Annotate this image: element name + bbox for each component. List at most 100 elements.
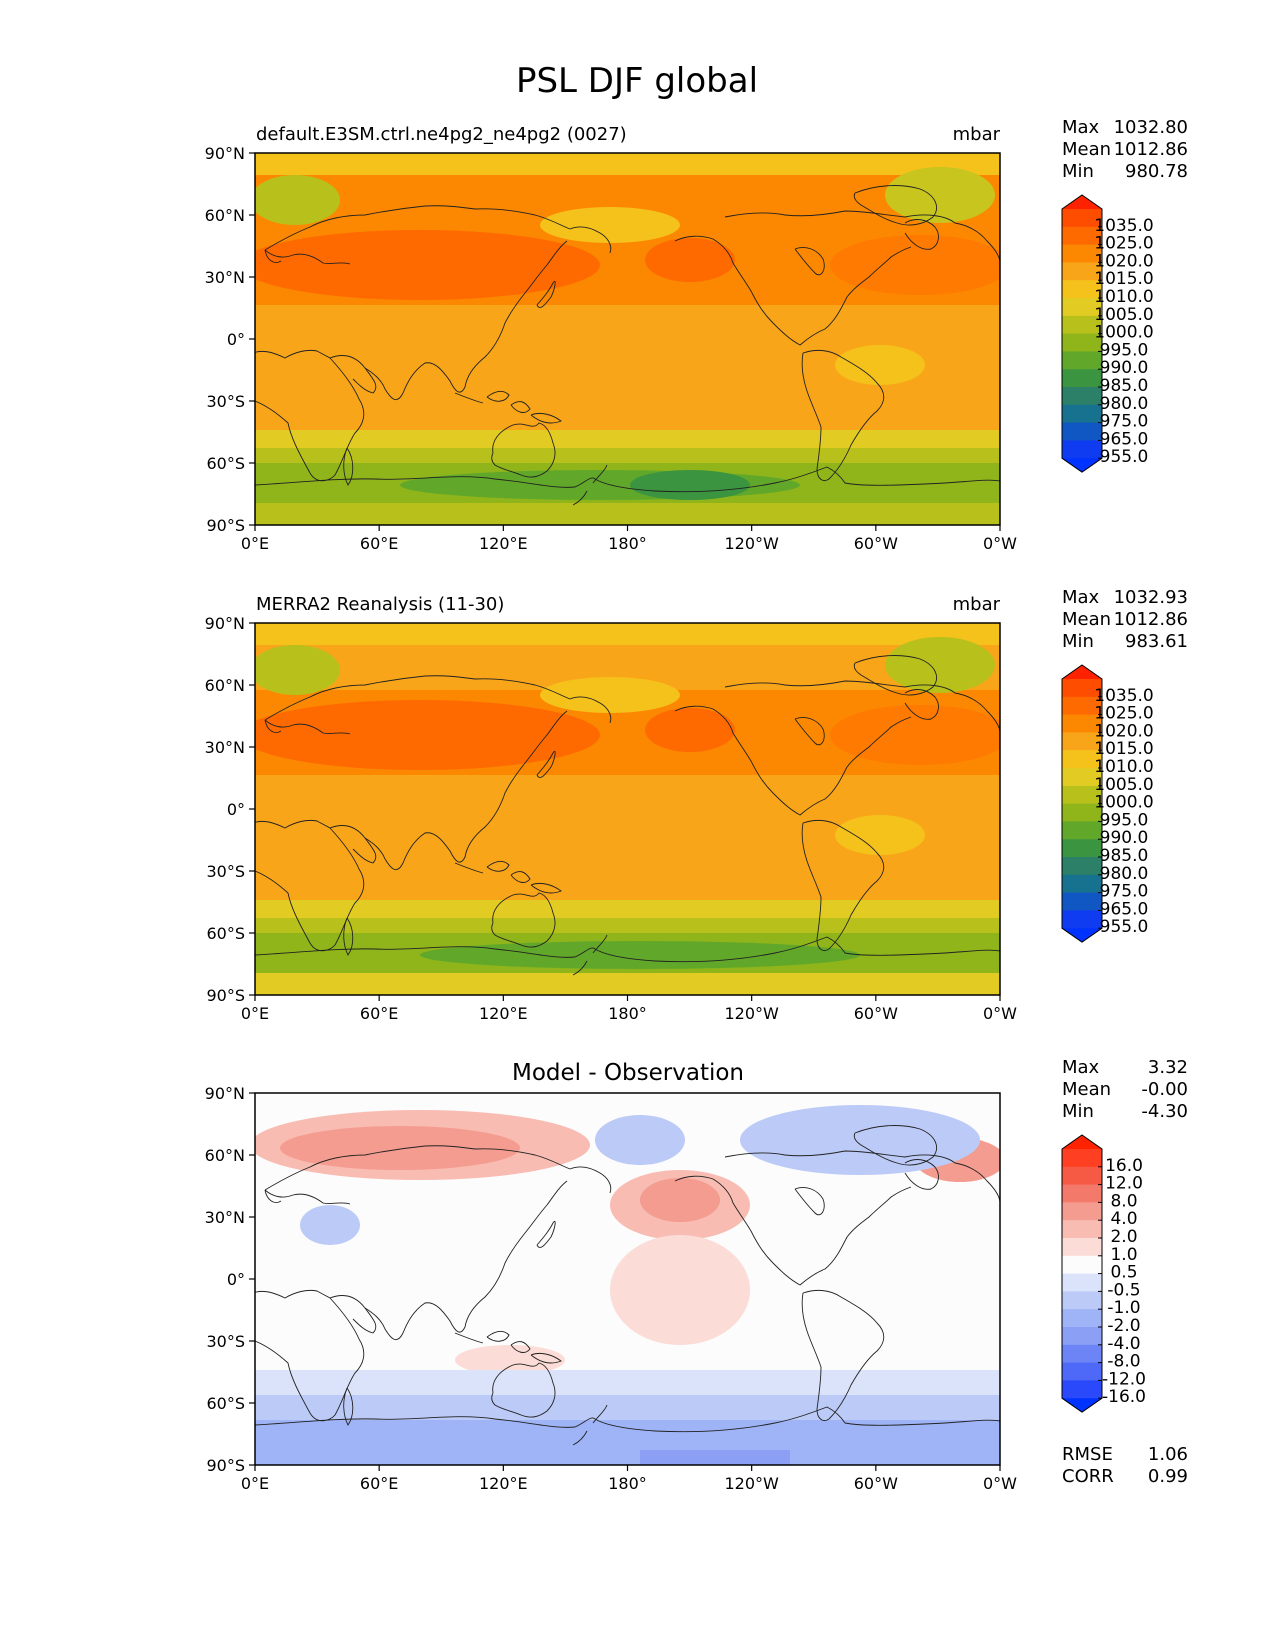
colorbar: 1035.01025.01020.01015.01010.01005.01000… bbox=[1061, 664, 1154, 943]
colorbar-tick-label: 990.0 bbox=[1100, 358, 1149, 378]
colorbar-segment bbox=[1062, 768, 1102, 787]
stat-label-max: Max bbox=[1062, 1057, 1100, 1078]
y-tick-label: 0° bbox=[227, 1270, 245, 1289]
colorbar-segment bbox=[1062, 1166, 1102, 1186]
y-tick-label: 60°S bbox=[206, 454, 245, 473]
colorbar-tick-label: 1000.0 bbox=[1094, 323, 1153, 343]
stat-label-max: Max bbox=[1062, 117, 1100, 138]
colorbar-tick-label: 12.0 bbox=[1105, 1174, 1143, 1194]
colorbar-extend-max bbox=[1062, 665, 1102, 679]
stat-label-mean: Mean bbox=[1062, 609, 1111, 630]
colorbar-tick-label: 980.0 bbox=[1100, 394, 1149, 414]
colorbar-segment bbox=[1062, 750, 1102, 769]
y-tick-label: 90°N bbox=[205, 144, 245, 163]
colorbar-segment bbox=[1062, 440, 1102, 459]
colorbar-tick-label: 1035.0 bbox=[1094, 216, 1153, 236]
colorbar-segment bbox=[1062, 1149, 1102, 1168]
y-tick-label: 90°N bbox=[205, 614, 245, 633]
colorbar: 1035.01025.01020.01015.01010.01005.01000… bbox=[1061, 194, 1154, 473]
colorbar-segment bbox=[1062, 839, 1102, 858]
colorbar-segment bbox=[1062, 262, 1102, 281]
colorbar-segment bbox=[1062, 1380, 1102, 1399]
colorbar-segment bbox=[1062, 1184, 1102, 1203]
colorbar-tick-label: 1025.0 bbox=[1094, 704, 1153, 724]
y-tick-label: 90°S bbox=[206, 1456, 245, 1475]
x-tick-label: 0°E bbox=[241, 1004, 269, 1023]
x-tick-label: 0°W bbox=[983, 534, 1017, 553]
colorbar-segment bbox=[1062, 714, 1102, 733]
stat-value-mean: -0.00 bbox=[1141, 1079, 1188, 1100]
panel-model-units: mbar bbox=[953, 124, 1001, 145]
colorbar-segment bbox=[1062, 1220, 1102, 1239]
colorbar-segment bbox=[1062, 209, 1102, 228]
x-tick-label: 120°W bbox=[724, 534, 779, 553]
y-tick-label: 60°N bbox=[205, 1146, 245, 1165]
panel-obs-left-title: MERRA2 Reanalysis (11-30) bbox=[256, 594, 504, 615]
y-tick-label: 90°S bbox=[206, 516, 245, 535]
x-tick-label: 60°E bbox=[360, 534, 398, 553]
colorbar-segment bbox=[1062, 1309, 1102, 1328]
y-tick-label: 30°S bbox=[206, 1332, 245, 1351]
colorbar-extend-max bbox=[1062, 1135, 1102, 1149]
colorbar-segment bbox=[1062, 1327, 1102, 1346]
panel-obs-units: mbar bbox=[953, 594, 1001, 615]
colorbar-tick-label: -12.0 bbox=[1102, 1369, 1146, 1389]
x-tick-label: 0°W bbox=[983, 1474, 1017, 1493]
colorbar-segment bbox=[1062, 1344, 1102, 1364]
x-tick-label: 120°E bbox=[479, 534, 528, 553]
colorbar-tick-label: 1010.0 bbox=[1094, 757, 1153, 777]
colorbar-tick-label: 975.0 bbox=[1100, 412, 1149, 432]
colorbar-tick-label: 1010.0 bbox=[1094, 287, 1153, 307]
y-tick-label: 60°S bbox=[206, 1394, 245, 1413]
colorbar-tick-label: 975.0 bbox=[1100, 882, 1149, 902]
x-tick-label: 120°E bbox=[479, 1004, 528, 1023]
colorbar-tick-label: 1005.0 bbox=[1094, 775, 1153, 795]
colorbar-segment bbox=[1062, 857, 1102, 876]
colorbar-segment bbox=[1062, 315, 1102, 335]
stat-label-rmse: RMSE bbox=[1062, 1444, 1113, 1465]
y-tick-label: 60°S bbox=[206, 924, 245, 943]
colorbar-segment bbox=[1062, 732, 1102, 751]
colorbar-segment bbox=[1062, 226, 1102, 246]
stat-value-mean: 1012.86 bbox=[1114, 609, 1188, 630]
y-tick-label: 60°N bbox=[205, 206, 245, 225]
colorbar: 16.012.08.04.02.01.00.5-0.5-1.0-2.0-4.0-… bbox=[1061, 1134, 1146, 1413]
colorbar-segment bbox=[1062, 696, 1102, 716]
colorbar-tick-label: 8.0 bbox=[1110, 1191, 1137, 1211]
stat-value-max: 1032.80 bbox=[1114, 117, 1188, 138]
colorbar-segment bbox=[1062, 1273, 1102, 1292]
y-tick-label: 30°N bbox=[205, 268, 245, 287]
colorbar-extend-max bbox=[1062, 195, 1102, 209]
x-tick-label: 0°W bbox=[983, 1004, 1017, 1023]
colorbar-tick-label: 1.0 bbox=[1110, 1245, 1137, 1265]
y-tick-label: 60°N bbox=[205, 676, 245, 695]
y-tick-label: 90°S bbox=[206, 986, 245, 1005]
colorbar-segment bbox=[1062, 1362, 1102, 1381]
panel-obs: MERRA2 Reanalysis (11-30) mbar bbox=[254, 594, 1001, 996]
x-tick-label: 120°W bbox=[724, 1474, 779, 1493]
colorbar-tick-label: -4.0 bbox=[1107, 1334, 1140, 1354]
x-tick-label: 60°E bbox=[360, 1004, 398, 1023]
panel-model: default.E3SM.ctrl.ne4pg2_ne4pg2 (0027) m… bbox=[254, 124, 1001, 526]
colorbar-segment bbox=[1062, 333, 1102, 352]
y-tick-label: 30°S bbox=[206, 862, 245, 881]
x-tick-label: 60°W bbox=[854, 1474, 898, 1493]
stat-value-min: -4.30 bbox=[1141, 1101, 1188, 1122]
colorbar-extend-min bbox=[1062, 1398, 1102, 1413]
x-tick-label: 120°E bbox=[479, 1474, 528, 1493]
colorbar-tick-label: -2.0 bbox=[1107, 1316, 1140, 1336]
colorbar-segment bbox=[1062, 910, 1102, 929]
colorbar-segment bbox=[1062, 679, 1102, 698]
colorbar-segment bbox=[1062, 892, 1102, 911]
y-tick-label: 30°N bbox=[205, 738, 245, 757]
colorbar-tick-label: 1005.0 bbox=[1094, 305, 1153, 325]
colorbar-tick-label: 1020.0 bbox=[1094, 721, 1153, 741]
colorbar-segment bbox=[1062, 422, 1102, 441]
colorbar-segment bbox=[1062, 874, 1102, 894]
stat-value-corr: 0.99 bbox=[1148, 1466, 1188, 1487]
colorbar-tick-label: 980.0 bbox=[1100, 864, 1149, 884]
x-tick-label: 120°W bbox=[724, 1004, 779, 1023]
stat-value-max: 3.32 bbox=[1148, 1057, 1188, 1078]
panel-diff-title: Model - Observation bbox=[512, 1060, 744, 1086]
